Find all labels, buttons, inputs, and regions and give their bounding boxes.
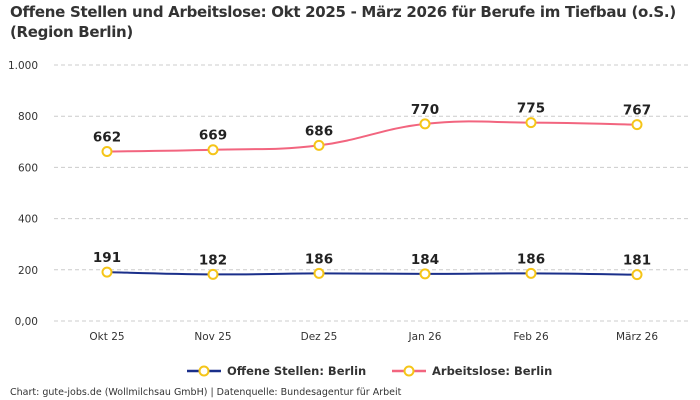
data-point[interactable] (313, 267, 325, 279)
data-point[interactable] (631, 269, 643, 281)
data-label: 182 (199, 252, 227, 268)
data-point[interactable] (525, 117, 537, 129)
y-tick-label: 0,00 (15, 316, 38, 328)
data-label: 770 (411, 102, 439, 118)
series-line (106, 120, 638, 153)
data-label: 186 (517, 251, 545, 267)
data-point[interactable] (525, 267, 537, 279)
legend-label[interactable]: Offene Stellen: Berlin (227, 364, 366, 378)
data-point[interactable] (101, 146, 113, 158)
y-tick-label: 400 (18, 214, 38, 226)
data-label: 686 (305, 123, 333, 139)
legend-marker (403, 365, 415, 377)
x-tick-label: Okt 25 (89, 331, 124, 343)
x-tick-label: März 26 (616, 331, 658, 343)
data-point[interactable] (207, 268, 219, 280)
data-point[interactable] (419, 118, 431, 130)
data-label: 669 (199, 128, 227, 144)
data-label: 186 (305, 251, 333, 267)
y-tick-label: 800 (18, 111, 38, 123)
data-label: 181 (623, 253, 651, 269)
x-tick-label: Dez 25 (301, 331, 338, 343)
x-tick-label: Nov 25 (194, 331, 231, 343)
legend-marker (198, 365, 210, 377)
data-point[interactable] (207, 144, 219, 156)
data-label: 775 (517, 101, 545, 117)
y-tick-label: 1.000 (8, 60, 38, 72)
y-tick-label: 600 (18, 162, 38, 174)
data-point[interactable] (313, 139, 325, 151)
data-label: 184 (411, 252, 439, 268)
chart-footer: Chart: gute-jobs.de (Wollmilchsau GmbH) … (10, 387, 402, 398)
data-point[interactable] (101, 266, 113, 278)
chart-title: Offene Stellen und Arbeitslose: Okt 2025… (10, 3, 676, 41)
data-label: 662 (93, 130, 121, 146)
data-label: 191 (93, 250, 121, 266)
data-point[interactable] (631, 119, 643, 131)
data-point[interactable] (419, 268, 431, 280)
series-line (106, 271, 638, 276)
legend-label[interactable]: Arbeitslose: Berlin (432, 364, 552, 378)
data-label: 767 (623, 103, 651, 119)
x-tick-label: Feb 26 (513, 331, 549, 343)
y-tick-label: 200 (18, 265, 38, 277)
x-tick-label: Jan 26 (408, 331, 442, 343)
